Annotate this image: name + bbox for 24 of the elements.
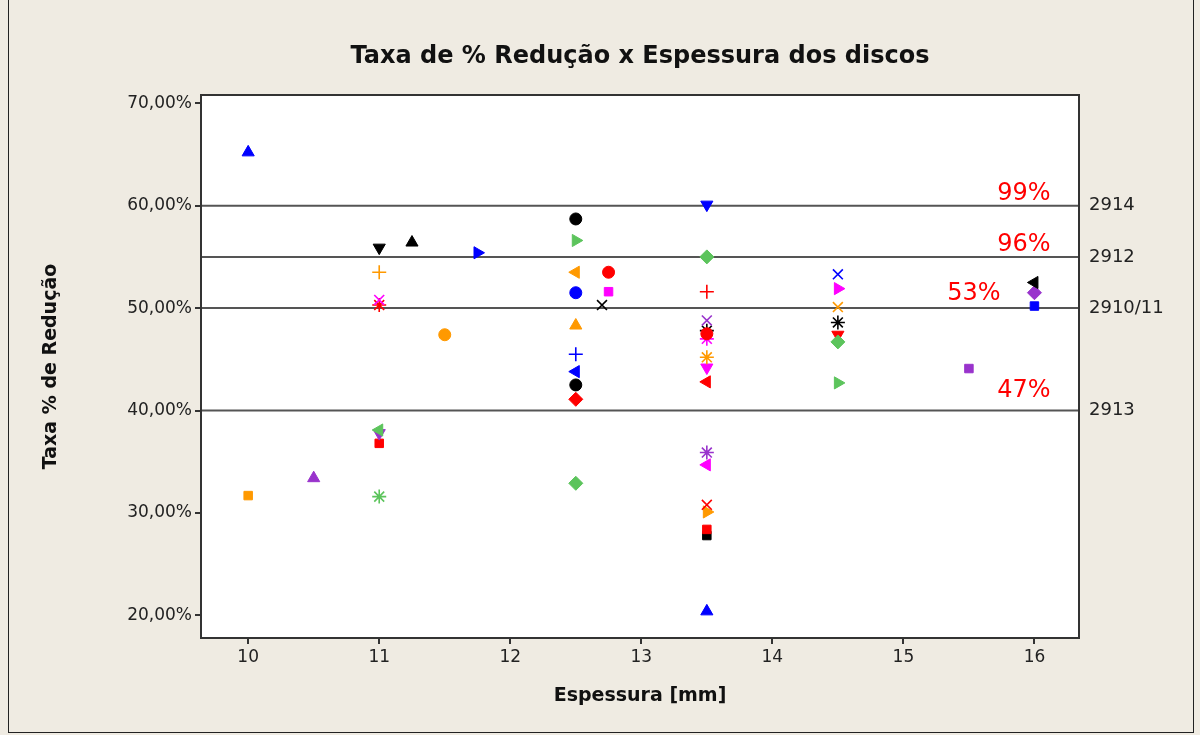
x-tick-label: 14 bbox=[761, 645, 784, 666]
y-tick-label: 70,00% bbox=[127, 91, 192, 112]
y-tick-label: 30,00% bbox=[127, 501, 192, 522]
chart-title: Taxa de % Redução x Espessura dos discos bbox=[350, 41, 930, 70]
y-tick-label: 40,00% bbox=[127, 398, 192, 419]
x-tick-label: 13 bbox=[630, 645, 653, 666]
text: 2914 bbox=[1089, 193, 1135, 215]
y-tick-label: 60,00% bbox=[127, 194, 192, 215]
x-tick-label: 16 bbox=[1023, 645, 1046, 666]
x-tick-label: 12 bbox=[499, 645, 522, 666]
x-tick-label: 10 bbox=[237, 645, 259, 666]
text: 2912 bbox=[1089, 244, 1135, 266]
text: 2910/11 bbox=[1089, 295, 1164, 317]
x-tick-label: 15 bbox=[892, 645, 915, 666]
y-axis-title: Taxa % de Redução bbox=[38, 263, 61, 470]
annotation: 53% bbox=[947, 278, 1001, 307]
text: 2913 bbox=[1089, 398, 1135, 420]
y-tick-label: 20,00% bbox=[127, 603, 192, 624]
x-axis-title: Espessura [mm] bbox=[553, 682, 727, 705]
annotation: 99% bbox=[997, 177, 1051, 206]
annotation: 47% bbox=[997, 374, 1051, 403]
y-tick-label: 50,00% bbox=[127, 296, 192, 317]
x-tick-label: 11 bbox=[368, 645, 391, 666]
annotation: 96% bbox=[997, 229, 1051, 258]
